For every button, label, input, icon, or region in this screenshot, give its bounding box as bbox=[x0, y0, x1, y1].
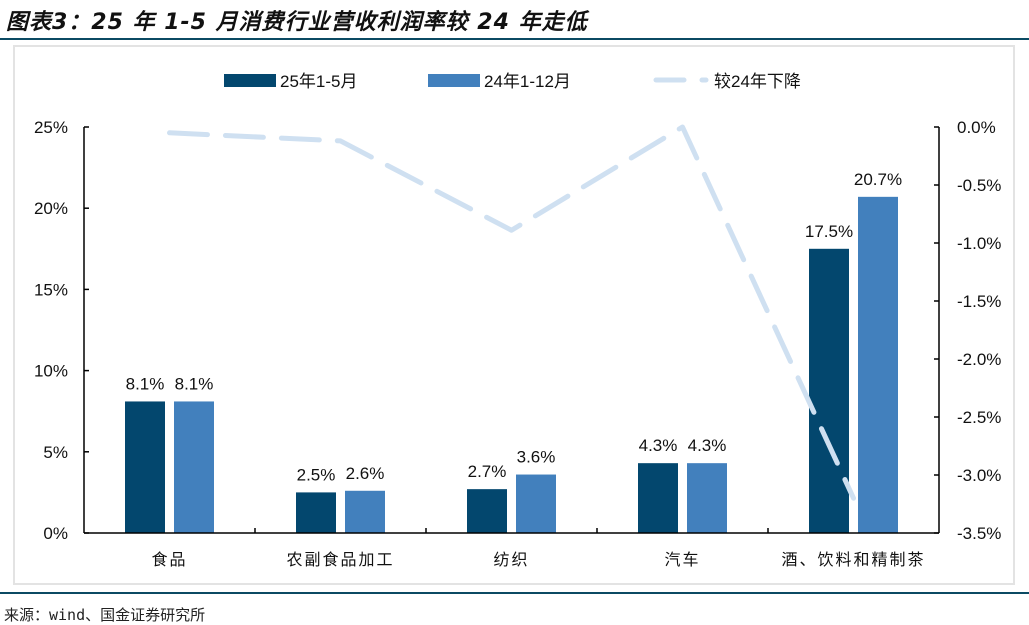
decline-line bbox=[167, 124, 856, 501]
right-axis-tick-label: -3.5% bbox=[957, 524, 1001, 543]
bar bbox=[174, 401, 214, 533]
legend-item: 25年1-5月 bbox=[224, 72, 357, 91]
bar bbox=[296, 492, 336, 533]
chart-frame bbox=[13, 45, 1015, 585]
bar bbox=[638, 463, 678, 533]
bar-value-label: 20.7% bbox=[854, 170, 902, 189]
bar-value-label: 4.3% bbox=[639, 436, 678, 455]
bar-value-label: 8.1% bbox=[175, 374, 214, 393]
legend-item: 24年1-12月 bbox=[428, 72, 571, 91]
category-label: 汽车 bbox=[664, 550, 700, 569]
left-axis-tick-label: 5% bbox=[43, 443, 68, 462]
bar-value-label: 4.3% bbox=[688, 436, 727, 455]
title-rule bbox=[0, 38, 1029, 40]
legend-label: 25年1-5月 bbox=[280, 72, 357, 91]
bar bbox=[687, 463, 727, 533]
bar bbox=[467, 489, 507, 533]
right-axis-tick-label: -1.5% bbox=[957, 292, 1001, 311]
category-label: 纺织 bbox=[493, 550, 529, 569]
category-label: 农副食品加工 bbox=[286, 550, 394, 569]
bar bbox=[858, 196, 898, 533]
bar-value-label: 3.6% bbox=[517, 448, 556, 467]
right-axis-tick-label: -2.0% bbox=[957, 350, 1001, 369]
decline-line-series bbox=[167, 124, 856, 501]
right-axis-tick-label: -0.5% bbox=[957, 176, 1001, 195]
category-label: 食品 bbox=[151, 550, 187, 569]
bar-value-label: 17.5% bbox=[805, 222, 853, 241]
left-axis-tick-label: 10% bbox=[34, 362, 68, 381]
legend-label: 较24年下降 bbox=[714, 72, 801, 91]
left-axis-tick-label: 20% bbox=[34, 199, 68, 218]
bar-value-label: 8.1% bbox=[126, 374, 165, 393]
axes: 0% 5% 10% 15% 20% 25% 0.0% -0.5% -1.0% -1.5% -2.0%… bbox=[34, 118, 1001, 569]
bar bbox=[809, 248, 849, 534]
bar-value-label: 2.7% bbox=[468, 462, 507, 481]
footer-rule bbox=[0, 592, 1029, 594]
legend-swatch bbox=[428, 74, 480, 87]
right-axis-tick-label: -3.0% bbox=[957, 466, 1001, 485]
left-axis-tick-label: 25% bbox=[34, 118, 68, 137]
bar bbox=[516, 474, 556, 533]
bar-value-label: 2.5% bbox=[297, 465, 336, 484]
bar-value-label: 2.6% bbox=[346, 464, 385, 483]
right-axis-tick-label: 0.0% bbox=[957, 118, 996, 137]
chart-title: 图表3：25 年 1-5 月消费行业营收利润率较 24 年走低 bbox=[6, 10, 588, 35]
legend: 25年1-5月 24年1-12月 较24年下降 bbox=[224, 72, 801, 91]
legend-swatch bbox=[224, 74, 276, 87]
category-label: 酒、饮料和精制茶 bbox=[781, 550, 925, 569]
bar bbox=[125, 401, 165, 533]
bar bbox=[345, 490, 385, 533]
source-note: 来源：wind、国金证券研究所 bbox=[4, 606, 206, 624]
left-axis-tick-label: 0% bbox=[43, 524, 68, 543]
legend-label: 24年1-12月 bbox=[484, 72, 571, 91]
bar-series: 8.1% 2.5% 2.7% 4.3% 17.5% 8.1% 2.6% 3.6% 4.3% 20.… bbox=[125, 170, 902, 534]
legend-item: 较24年下降 bbox=[653, 72, 801, 91]
left-axis-tick-label: 15% bbox=[34, 280, 68, 299]
right-axis-tick-label: -2.5% bbox=[957, 408, 1001, 427]
right-axis-tick-label: -1.0% bbox=[957, 234, 1001, 253]
